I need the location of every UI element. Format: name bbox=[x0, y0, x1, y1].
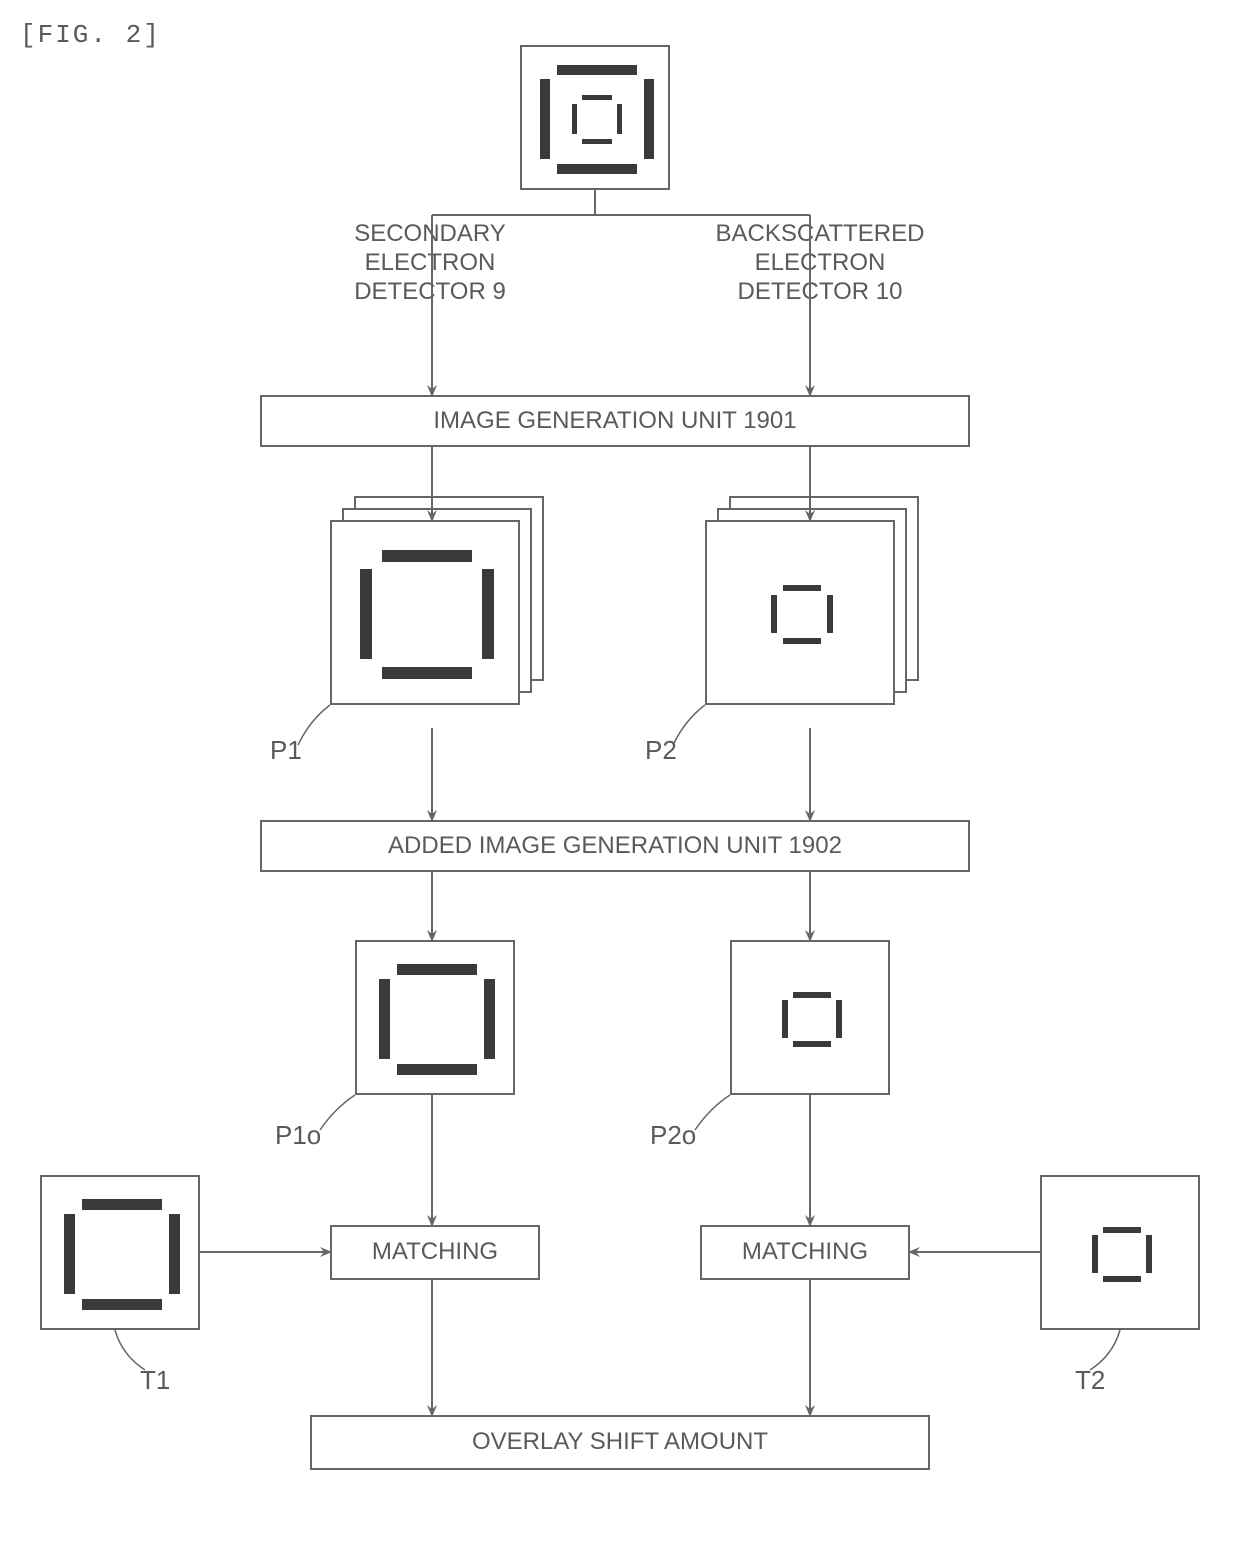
p2-image bbox=[705, 520, 895, 705]
p1o-ref-label: P1o bbox=[275, 1120, 321, 1151]
top-sample-pattern bbox=[520, 45, 670, 190]
t1-template bbox=[40, 1175, 200, 1330]
t2-template bbox=[1040, 1175, 1200, 1330]
p2o-image bbox=[730, 940, 890, 1095]
image-generation-unit-box: IMAGE GENERATION UNIT 1901 bbox=[260, 395, 970, 447]
added-image-generation-unit-box: ADDED IMAGE GENERATION UNIT 1902 bbox=[260, 820, 970, 872]
overlay-shift-amount-box: OVERLAY SHIFT AMOUNT bbox=[310, 1415, 930, 1470]
backscattered-detector-label: BACKSCATTERED ELECTRON DETECTOR 10 bbox=[680, 220, 960, 306]
t2-ref-label: T2 bbox=[1075, 1365, 1105, 1396]
p1-ref-label: P1 bbox=[270, 735, 302, 766]
figure-label: [FIG. 2] bbox=[20, 20, 161, 50]
p2-ref-label: P2 bbox=[645, 735, 677, 766]
matching-box-1: MATCHING bbox=[330, 1225, 540, 1280]
p1-image bbox=[330, 520, 520, 705]
p1o-image bbox=[355, 940, 515, 1095]
secondary-detector-label: SECONDARY ELECTRON DETECTOR 9 bbox=[300, 220, 560, 306]
matching-box-2: MATCHING bbox=[700, 1225, 910, 1280]
t1-ref-label: T1 bbox=[140, 1365, 170, 1396]
p2o-ref-label: P2o bbox=[650, 1120, 696, 1151]
